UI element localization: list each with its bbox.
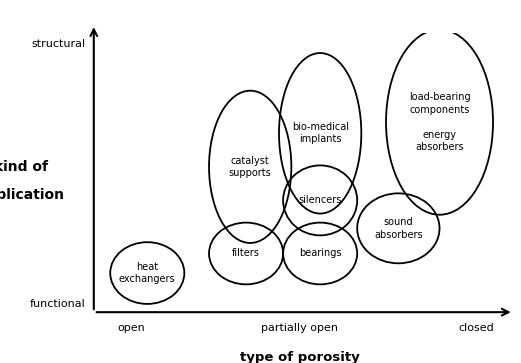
Text: load-bearing
components

energy
absorbers: load-bearing components energy absorbers <box>408 92 470 152</box>
Text: partially open: partially open <box>261 323 338 333</box>
Text: type of porosity: type of porosity <box>240 351 359 363</box>
Text: closed: closed <box>458 323 494 333</box>
Text: application: application <box>0 188 64 202</box>
Text: filters: filters <box>232 249 260 258</box>
Text: bearings: bearings <box>299 249 341 258</box>
Text: catalyst
supports: catalyst supports <box>229 156 271 178</box>
Text: silencers: silencers <box>299 195 342 205</box>
Text: structural: structural <box>31 39 85 49</box>
Text: kind of: kind of <box>0 160 48 174</box>
Text: sound
absorbers: sound absorbers <box>374 217 423 240</box>
Text: heat
exchangers: heat exchangers <box>119 262 176 284</box>
Text: open: open <box>117 323 145 333</box>
Text: functional: functional <box>30 299 85 309</box>
Text: bio-medical
implants: bio-medical implants <box>292 122 349 144</box>
